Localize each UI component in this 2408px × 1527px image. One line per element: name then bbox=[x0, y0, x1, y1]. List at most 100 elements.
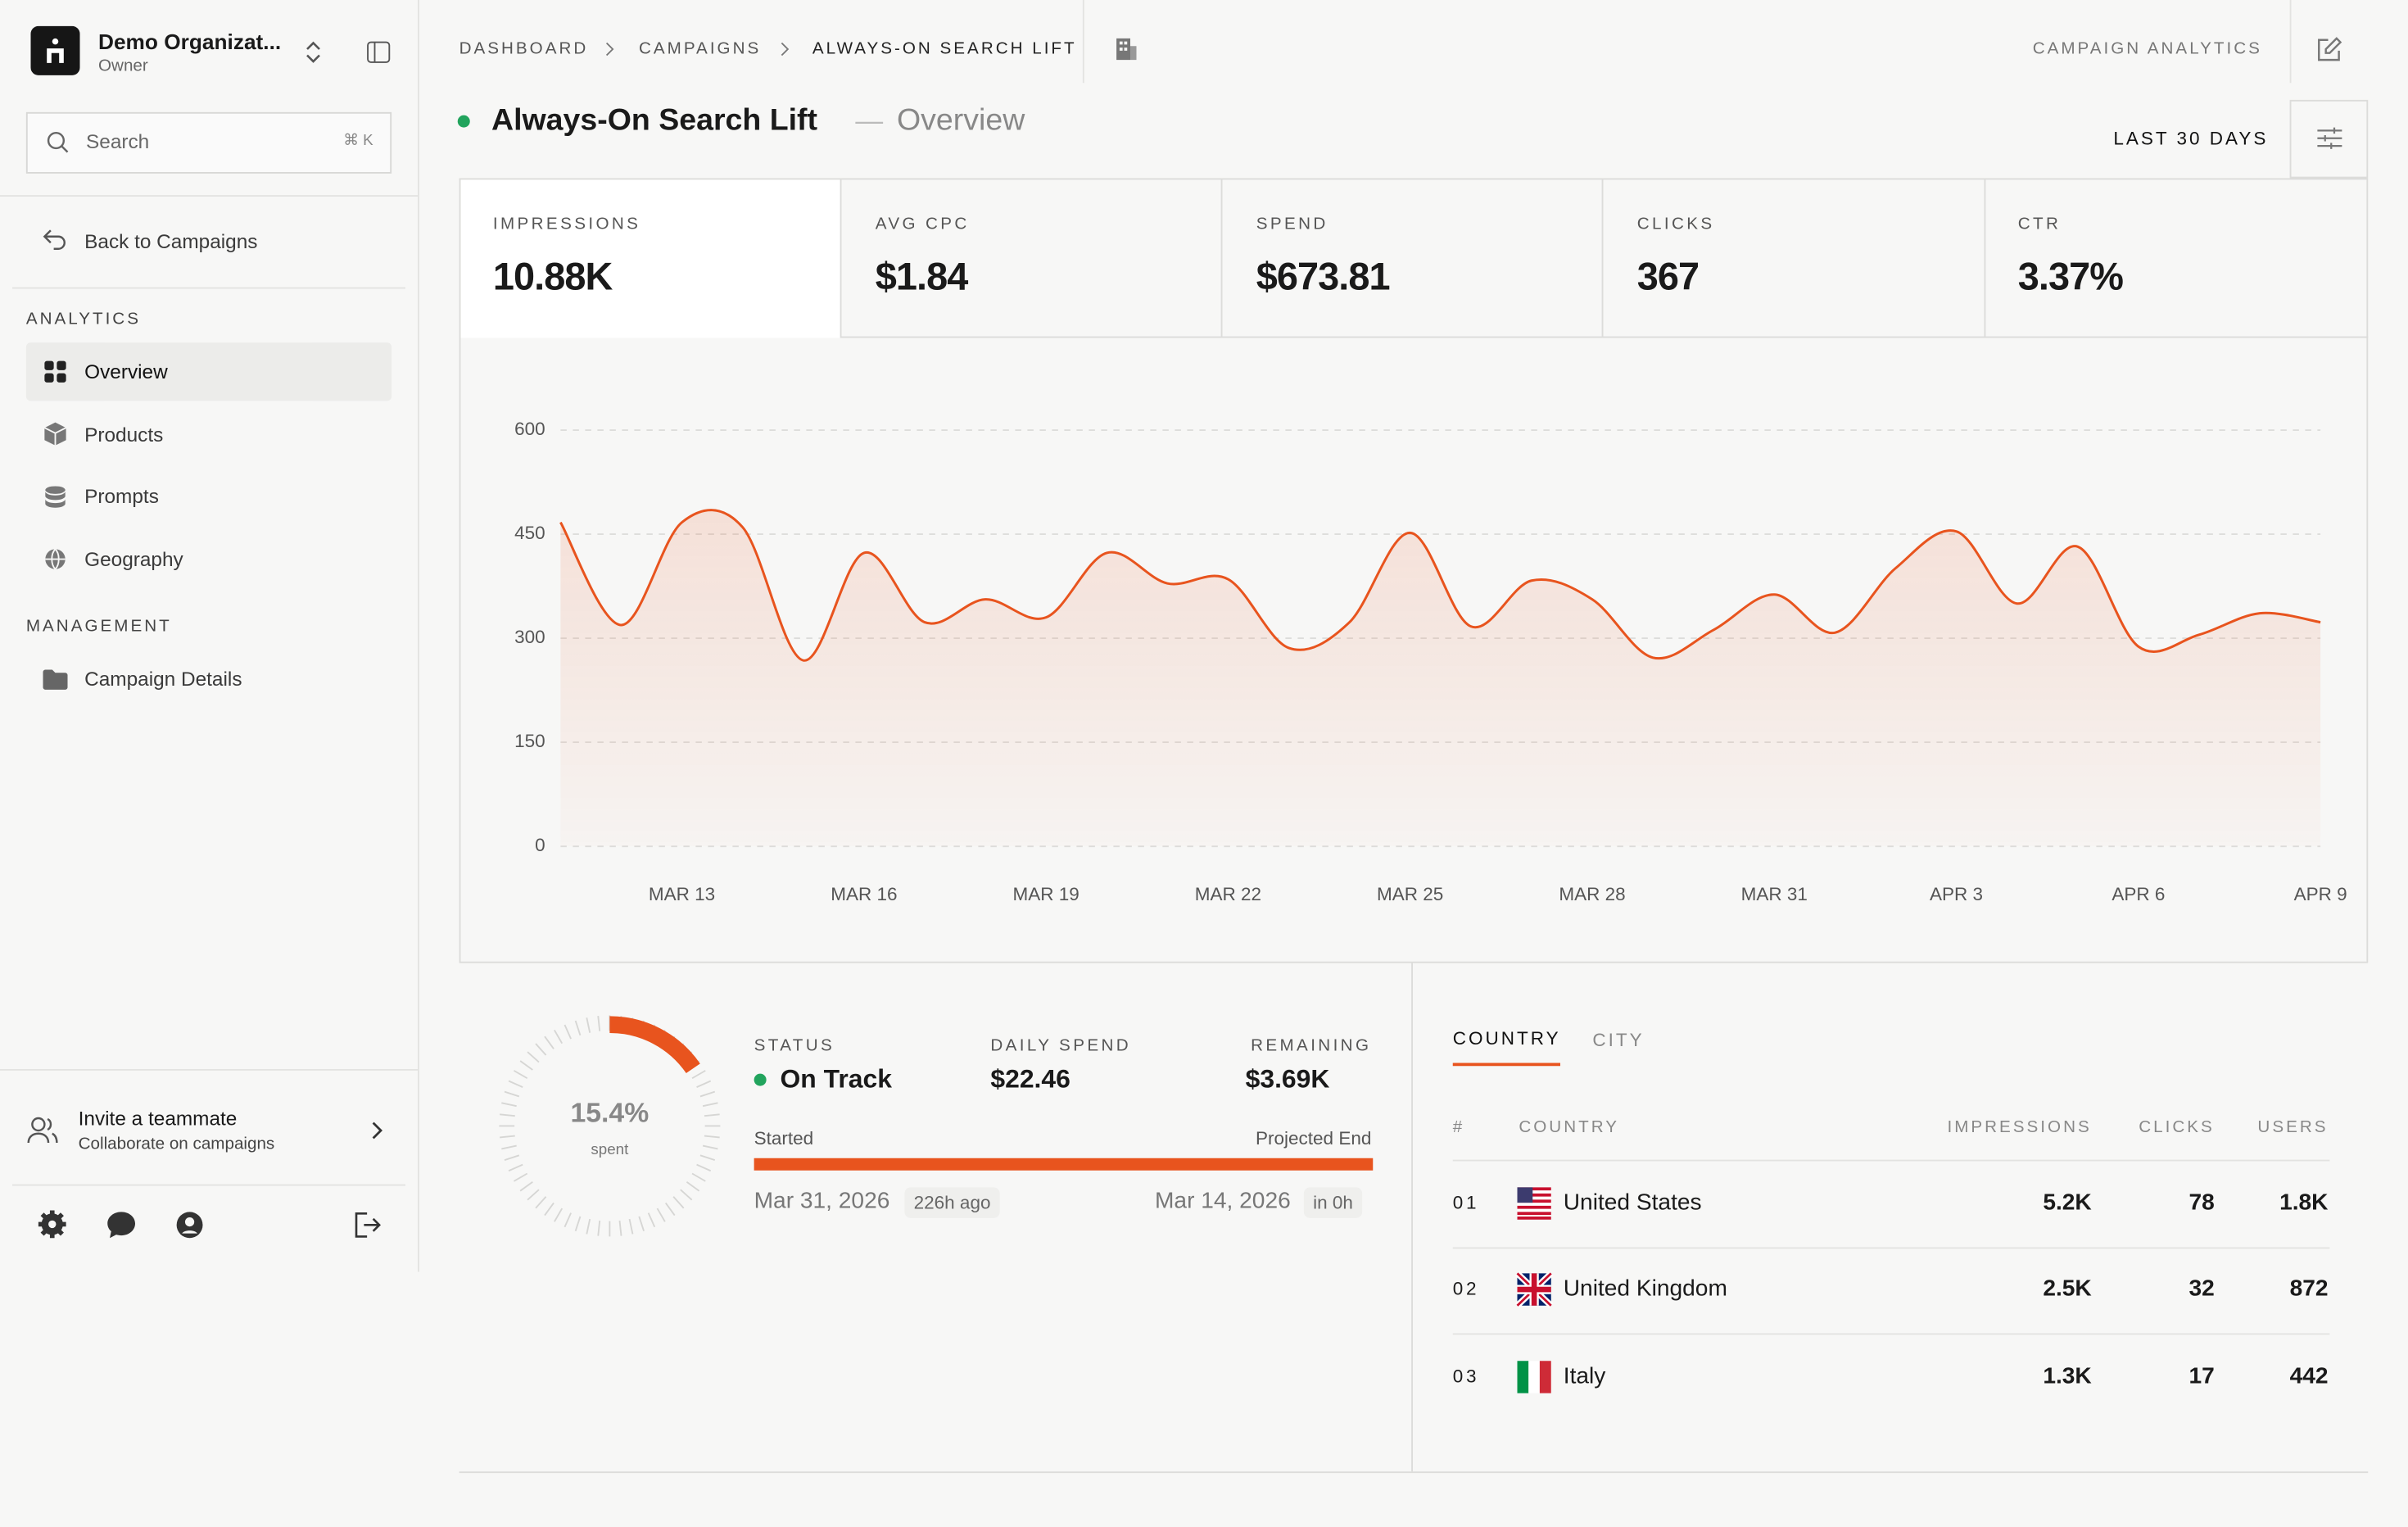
kpi-active[interactable] bbox=[459, 178, 842, 338]
table-cell: 01 bbox=[1452, 1192, 1480, 1214]
search-shortcut: ⌘ K bbox=[343, 133, 373, 150]
daily-label: DAILY SPEND bbox=[990, 1036, 1131, 1056]
chevron-icon[interactable] bbox=[372, 1121, 384, 1140]
chat-icon[interactable] bbox=[107, 1212, 135, 1239]
daily-value: $22.46 bbox=[990, 1064, 1070, 1094]
gauge-tick bbox=[664, 1202, 676, 1217]
table-cell: 03 bbox=[1452, 1365, 1480, 1388]
gauge-tick bbox=[508, 1080, 523, 1088]
gauge-tick bbox=[513, 1070, 528, 1080]
table-cell: Italy bbox=[1563, 1363, 1606, 1389]
kpi-value: $673.81 bbox=[1256, 256, 1391, 299]
table-cell: 1.8K bbox=[2279, 1189, 2329, 1217]
nav-item[interactable]: Prompts bbox=[84, 484, 159, 508]
x-tick-label: APR 6 bbox=[2112, 884, 2165, 904]
org-logo bbox=[30, 25, 80, 75]
gauge-tick bbox=[628, 1218, 634, 1235]
table-cell: 5.2K bbox=[2043, 1189, 2092, 1217]
nav-item[interactable]: Overview bbox=[84, 360, 168, 383]
divider bbox=[1601, 178, 1604, 338]
end-date: Mar 14, 2026 bbox=[1155, 1188, 1291, 1215]
gauge-tick bbox=[691, 1070, 706, 1080]
table-cell: 872 bbox=[2289, 1276, 2329, 1303]
filter-button[interactable] bbox=[2289, 99, 2369, 179]
kpi-label: AVG CPC bbox=[875, 215, 970, 234]
divider bbox=[0, 1069, 418, 1071]
chart-panel bbox=[459, 178, 2369, 963]
kpi-label: CLICKS bbox=[1636, 215, 1715, 234]
toggle-sidebar-icon[interactable] bbox=[367, 41, 391, 63]
settings-icon[interactable] bbox=[38, 1210, 66, 1239]
nav-item[interactable]: Campaign Details bbox=[84, 667, 242, 691]
breadcrumb[interactable]: DASHBOARD bbox=[459, 39, 589, 59]
y-tick-label: 0 bbox=[535, 835, 545, 855]
gauge-tick bbox=[544, 1202, 554, 1217]
spent-percent: 15.4% bbox=[570, 1097, 650, 1129]
flag-us bbox=[1517, 1187, 1551, 1220]
gauge-tick bbox=[696, 1080, 712, 1088]
kpi-value: 10.88K bbox=[492, 256, 613, 299]
invite-title[interactable]: Invite a teammate bbox=[78, 1106, 238, 1131]
kpi-label: CTR bbox=[2017, 215, 2062, 234]
gauge-tick bbox=[618, 1220, 622, 1236]
section-label: CAMPAIGN ANALYTICS bbox=[2032, 39, 2262, 59]
remaining-label: REMAINING bbox=[1251, 1036, 1372, 1056]
nav-active-bg bbox=[25, 342, 392, 401]
gauge-tick bbox=[586, 1017, 591, 1033]
divider bbox=[1452, 1247, 2330, 1249]
gauge-tick bbox=[508, 1163, 523, 1172]
table-cell: 02 bbox=[1452, 1278, 1480, 1300]
overview-icon bbox=[44, 360, 66, 383]
edit-icon[interactable] bbox=[2317, 37, 2342, 61]
table-cell: United States bbox=[1563, 1189, 1702, 1217]
tab-active[interactable]: COUNTRY bbox=[1452, 1027, 1561, 1049]
org-switch-icon[interactable] bbox=[304, 41, 323, 63]
divider bbox=[459, 1471, 2369, 1474]
status-value: On Track bbox=[780, 1064, 892, 1094]
divider bbox=[12, 287, 405, 289]
gauge-tick bbox=[597, 1016, 601, 1031]
geography-icon bbox=[45, 548, 66, 570]
account-icon[interactable] bbox=[176, 1212, 203, 1239]
breadcrumb-current: ALWAYS-ON SEARCH LIFT bbox=[812, 39, 1077, 59]
spent-gauge bbox=[499, 1015, 721, 1237]
started-label: Started bbox=[754, 1127, 814, 1149]
search-box[interactable] bbox=[25, 111, 392, 174]
kpi-value: $1.84 bbox=[875, 256, 969, 299]
nav-section-title: MANAGEMENT bbox=[25, 617, 172, 637]
x-tick-label: MAR 31 bbox=[1741, 884, 1808, 904]
gauge-tick bbox=[500, 1113, 515, 1117]
gauge-tick bbox=[686, 1180, 700, 1192]
org-name[interactable]: Demo Organizat... bbox=[98, 29, 282, 54]
divider bbox=[1411, 963, 1413, 1472]
column-header: IMPRESSIONS bbox=[1947, 1118, 2092, 1137]
nav-item[interactable]: Products bbox=[84, 423, 164, 446]
logout-icon[interactable] bbox=[353, 1212, 381, 1238]
end-in: in 0h bbox=[1303, 1187, 1363, 1218]
divider bbox=[1082, 0, 1084, 84]
gauge-tick bbox=[638, 1216, 645, 1232]
back-link[interactable]: Back to Campaigns bbox=[84, 229, 258, 253]
column-header: CLICKS bbox=[2139, 1118, 2215, 1137]
x-tick-label: APR 9 bbox=[2294, 884, 2347, 904]
table-cell: United Kingdom bbox=[1563, 1276, 1727, 1303]
logo-mark bbox=[47, 38, 64, 63]
column-header: # bbox=[1452, 1118, 1465, 1137]
table-cell: 2.5K bbox=[2043, 1276, 2092, 1303]
date-range[interactable]: LAST 30 DAYS bbox=[2113, 127, 2269, 149]
page-subtitle: Overview bbox=[897, 103, 1025, 138]
breadcrumb[interactable]: CAMPAIGNS bbox=[639, 39, 762, 59]
x-tick-label: MAR 16 bbox=[831, 884, 897, 904]
line bbox=[559, 509, 2321, 662]
gauge-tick bbox=[680, 1189, 693, 1201]
gauge-tick bbox=[501, 1102, 517, 1108]
gauge-tick bbox=[564, 1024, 572, 1040]
divider bbox=[2289, 0, 2292, 84]
x-tick-label: MAR 19 bbox=[1012, 884, 1079, 904]
status-label: STATUS bbox=[754, 1036, 835, 1056]
tab[interactable]: CITY bbox=[1592, 1029, 1645, 1051]
table-cell: 442 bbox=[2289, 1363, 2329, 1389]
x-tick-label: MAR 25 bbox=[1377, 884, 1443, 904]
nav-item[interactable]: Geography bbox=[84, 547, 183, 571]
